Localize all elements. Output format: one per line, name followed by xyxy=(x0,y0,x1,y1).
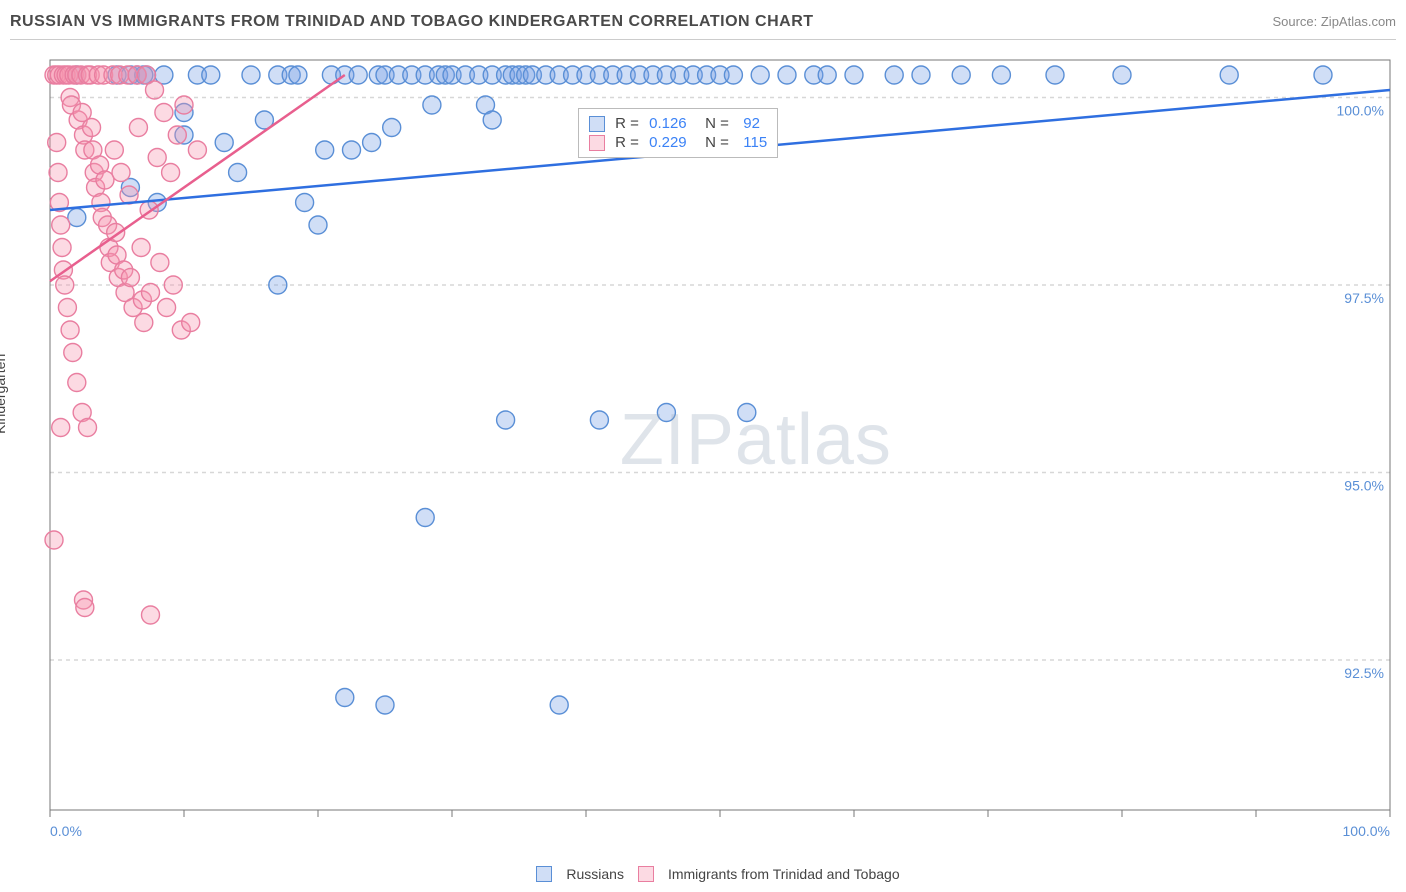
y-axis-label: Kindergarten xyxy=(0,354,8,434)
chart-title: RUSSIAN VS IMMIGRANTS FROM TRINIDAD AND … xyxy=(10,13,814,31)
svg-text:0.0%: 0.0% xyxy=(50,823,82,839)
n-value: 115 xyxy=(743,134,767,151)
chart-container: Kindergarten 92.5%95.0%97.5%100.0%0.0%10… xyxy=(10,50,1396,882)
svg-text:97.5%: 97.5% xyxy=(1344,290,1384,306)
n-label: N = xyxy=(693,134,738,151)
svg-text:95.0%: 95.0% xyxy=(1344,478,1384,494)
chart-source: Source: ZipAtlas.com xyxy=(1272,14,1396,29)
svg-text:92.5%: 92.5% xyxy=(1344,665,1384,681)
svg-text:100.0%: 100.0% xyxy=(1337,103,1384,119)
stats-legend-row: R = 0.229 N = 115 xyxy=(589,134,767,151)
chart-header: RUSSIAN VS IMMIGRANTS FROM TRINIDAD AND … xyxy=(10,10,1396,40)
legend-swatch xyxy=(589,135,605,151)
legend-swatch xyxy=(589,116,605,132)
r-value: 0.126 xyxy=(649,115,687,132)
r-value: 0.229 xyxy=(649,134,687,151)
n-value: 92 xyxy=(743,115,760,132)
stats-legend-row: R = 0.126 N = 92 xyxy=(589,115,767,132)
legend-swatch xyxy=(638,866,654,882)
svg-text:100.0%: 100.0% xyxy=(1343,823,1390,839)
legend-swatch xyxy=(536,866,552,882)
r-label: R = xyxy=(611,134,643,151)
stats-legend-box: R = 0.126 N = 92 R = 0.229 N = 115 xyxy=(578,108,778,158)
legend-label: Immigrants from Trinidad and Tobago xyxy=(668,866,900,882)
legend-label: Russians xyxy=(566,866,624,882)
scatter-chart: 92.5% 95.0% 97.5% 100.0% 0.0% 100.0% xyxy=(40,50,1396,882)
series-legend: Russians Immigrants from Trinidad and Tob… xyxy=(40,866,1396,882)
r-label: R = xyxy=(611,115,643,132)
n-label: N = xyxy=(693,115,738,132)
